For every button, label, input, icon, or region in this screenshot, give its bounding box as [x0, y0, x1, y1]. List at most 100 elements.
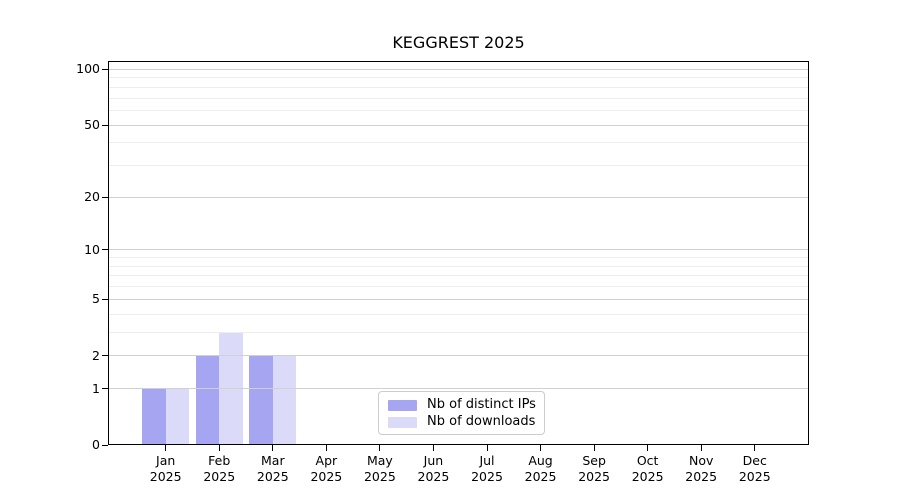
- x-tick-label: Mar 2025: [233, 453, 313, 485]
- legend-swatch-downloads: [388, 416, 417, 428]
- gridline-minor: [109, 257, 808, 259]
- gridline-minor: [109, 313, 808, 315]
- y-tick-label: 50: [84, 117, 100, 133]
- x-tick-label: Feb 2025: [179, 453, 259, 485]
- gridline-minor: [109, 142, 808, 144]
- y-tick-mark: [102, 388, 108, 390]
- x-tick-label: Sep 2025: [554, 453, 634, 485]
- x-tick-mark: [593, 445, 595, 451]
- x-tick-mark: [325, 445, 327, 451]
- y-tick-label: 100: [76, 61, 100, 77]
- gridline-minor: [109, 97, 808, 99]
- x-tick-label: May 2025: [340, 453, 420, 485]
- chart-title: KEGGREST 2025: [392, 33, 525, 52]
- x-tick-mark: [165, 445, 167, 451]
- x-tick-label: Jan 2025: [126, 453, 206, 485]
- x-tick-year: 2025: [631, 469, 664, 484]
- x-tick-year: 2025: [738, 469, 771, 484]
- x-tick-mark: [754, 445, 756, 451]
- gridline-minor: [109, 165, 808, 167]
- x-tick-year: 2025: [685, 469, 718, 484]
- x-tick-month: Aug: [528, 453, 553, 468]
- gridline-minor: [109, 77, 808, 79]
- y-tick-label: 0: [92, 437, 100, 452]
- x-tick-label: Jun 2025: [393, 453, 473, 485]
- gridline-major: [109, 355, 808, 357]
- x-tick-year: 2025: [310, 469, 343, 484]
- spine-left: [108, 61, 109, 445]
- spine-bottom: [108, 444, 809, 445]
- x-tick-year: 2025: [149, 469, 182, 484]
- legend: Nb of distinct IPs Nb of downloads: [378, 391, 545, 435]
- y-tick-label: 1: [92, 380, 100, 396]
- x-tick-year: 2025: [471, 469, 503, 484]
- gridline-major: [109, 124, 808, 126]
- x-tick-label: Apr 2025: [286, 453, 366, 485]
- legend-label-downloads: Nb of downloads: [427, 414, 536, 429]
- y-tick-mark: [102, 196, 108, 198]
- gridline-minor: [109, 109, 808, 111]
- bar-downloads: [272, 355, 297, 444]
- y-tick-mark: [102, 68, 108, 70]
- x-tick-year: 2025: [256, 469, 289, 484]
- x-tick-mark: [647, 445, 649, 451]
- y-tick-label: 5: [92, 291, 100, 307]
- spine-top: [108, 61, 809, 62]
- x-tick-month: May: [366, 453, 393, 468]
- x-tick-label: Jul 2025: [447, 453, 527, 485]
- x-tick-mark: [540, 445, 542, 451]
- x-tick-year: 2025: [203, 469, 236, 484]
- y-tick-label: 2: [92, 347, 100, 363]
- gridline-major: [109, 196, 808, 198]
- x-tick-mark: [218, 445, 220, 451]
- y-tick-label: 20: [84, 189, 100, 205]
- gridline-major: [109, 388, 808, 390]
- x-tick-month: Jun: [423, 453, 444, 468]
- x-tick-year: 2025: [524, 469, 557, 484]
- gridline-minor: [109, 331, 808, 333]
- x-tick-year: 2025: [363, 469, 396, 484]
- y-tick-mark: [102, 298, 108, 300]
- x-tick-label: Aug 2025: [501, 453, 581, 485]
- bar-downloads: [165, 388, 190, 444]
- gridline-minor: [109, 86, 808, 88]
- x-tick-month: Sep: [582, 453, 606, 468]
- x-tick-month: Apr: [315, 453, 338, 468]
- y-tick-mark: [102, 444, 108, 446]
- x-tick-month: Mar: [261, 453, 285, 468]
- x-tick-month: Oct: [636, 453, 659, 468]
- gridline-minor: [109, 286, 808, 288]
- legend-label-distinct-ips: Nb of distinct IPs: [427, 397, 536, 412]
- legend-item-downloads: Nb of downloads: [388, 414, 535, 430]
- x-tick-label: Oct 2025: [608, 453, 688, 485]
- gridline-major: [109, 68, 808, 70]
- spine-right: [808, 61, 809, 445]
- legend-item-distinct-ips: Nb of distinct IPs: [388, 397, 536, 413]
- gridline-major: [109, 249, 808, 251]
- x-tick-mark: [272, 445, 274, 451]
- bar-distinct-ips: [195, 355, 220, 444]
- x-tick-mark: [486, 445, 488, 451]
- y-tick-label: 10: [84, 241, 100, 257]
- legend-swatch-distinct-ips: [388, 399, 417, 411]
- x-tick-month: Dec: [742, 453, 767, 468]
- x-tick-mark: [379, 445, 381, 451]
- x-tick-mark: [432, 445, 434, 451]
- plot-area: 0 1 2 5 10 20 50 100 Jan 2025 Feb 2025 Mar 2025 Apr 202…: [76, 61, 809, 484]
- x-tick-mark: [700, 445, 702, 451]
- bar-distinct-ips: [142, 388, 166, 444]
- gridline-major: [109, 298, 808, 300]
- gridline-minor: [109, 265, 808, 267]
- x-tick-label: Dec 2025: [715, 453, 795, 485]
- x-tick-month: Feb: [208, 453, 231, 468]
- gridline-minor: [109, 275, 808, 277]
- y-tick-mark: [102, 249, 108, 251]
- x-tick-month: Jul: [479, 453, 495, 468]
- x-tick-month: Nov: [688, 453, 714, 468]
- y-tick-mark: [102, 124, 108, 126]
- bar-distinct-ips: [249, 355, 273, 444]
- x-tick-year: 2025: [578, 469, 610, 484]
- x-tick-year: 2025: [417, 469, 450, 484]
- x-tick-label: Nov 2025: [661, 453, 741, 485]
